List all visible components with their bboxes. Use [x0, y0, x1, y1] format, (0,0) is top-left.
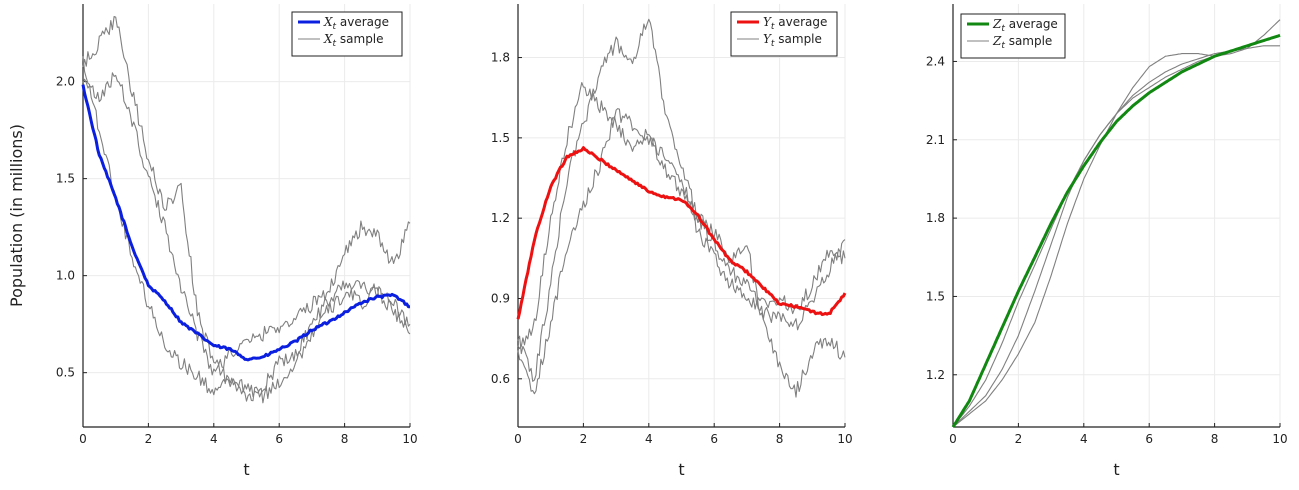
series-line-sample — [517, 108, 846, 395]
legend-entry-average: Xt average — [323, 15, 389, 32]
x-tick-label: 2 — [145, 432, 153, 446]
chart-panel-x: 0 2 4 6 8 10 0.5 1.0 1.5 2.0 t Population (in milli… — [7, 4, 418, 479]
x-tick-label: 2 — [1015, 432, 1023, 446]
legend-entry-average: Yt average — [763, 15, 827, 32]
y-axis-title: Population (in millions) — [7, 124, 26, 307]
series-line-sample — [82, 15, 411, 402]
y-tick-label: 0.5 — [56, 366, 75, 380]
legend-entry-sample: Yt sample — [763, 32, 822, 49]
x-axis-title: t — [1113, 460, 1119, 479]
series-line-sample — [82, 72, 411, 376]
series-line-average — [81, 84, 410, 362]
x-axis-title: t — [678, 460, 684, 479]
series-line-average — [951, 33, 1281, 428]
y-tick-label: 1.5 — [926, 289, 945, 303]
series-line-sample — [952, 19, 1281, 428]
series-line-sample — [952, 45, 1280, 428]
legend-entry-average: Zt average — [992, 17, 1058, 34]
legend-box — [730, 11, 838, 57]
x-tick-label: 4 — [210, 432, 218, 446]
y-tick-label: 2.0 — [56, 75, 75, 89]
x-tick-label: 0 — [949, 432, 957, 446]
y-tick-label: 1.2 — [926, 368, 945, 382]
legend-entry-sample: Zt sample — [992, 34, 1052, 51]
x-tick-label: 0 — [514, 432, 522, 446]
x-tick-label: 4 — [1080, 432, 1088, 446]
x-tick-label: 8 — [1211, 432, 1219, 446]
legend-box — [291, 11, 403, 57]
y-tick-label: 0.6 — [491, 372, 510, 386]
x-tick-label: 0 — [79, 432, 87, 446]
legend-box — [960, 13, 1066, 59]
y-tick-label: 1.2 — [491, 211, 510, 225]
series-line-sample — [82, 56, 411, 404]
x-tick-label: 6 — [275, 432, 283, 446]
series-line-sample — [517, 81, 846, 350]
y-tick-label: 1.8 — [926, 211, 945, 225]
series-line-average — [516, 146, 847, 320]
x-tick-label: 10 — [1272, 432, 1287, 446]
y-tick-label: 0.9 — [491, 291, 510, 305]
legend-entry-sample: Xt sample — [323, 32, 384, 49]
y-tick-label: 1.8 — [491, 51, 510, 65]
y-tick-label: 1.5 — [491, 131, 510, 145]
x-tick-label: 10 — [402, 432, 417, 446]
x-axis-title: t — [243, 460, 249, 479]
x-tick-label: 4 — [645, 432, 653, 446]
x-tick-label: 8 — [776, 432, 784, 446]
y-tick-label: 2.1 — [926, 133, 945, 147]
x-tick-label: 2 — [580, 432, 588, 446]
x-tick-label: 6 — [1145, 432, 1153, 446]
x-tick-label: 10 — [837, 432, 852, 446]
x-tick-label: 6 — [710, 432, 718, 446]
y-tick-label: 1.0 — [56, 269, 75, 283]
series-line-sample — [517, 18, 846, 398]
x-tick-label: 8 — [341, 432, 349, 446]
series-line-sample — [952, 34, 1281, 428]
y-tick-label: 1.5 — [56, 172, 75, 186]
y-tick-label: 2.4 — [926, 54, 945, 68]
